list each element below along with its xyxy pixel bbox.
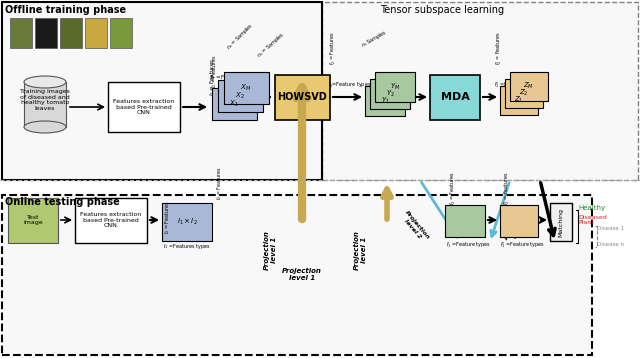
Text: $I_1''$ =Feature types: $I_1''$ =Feature types	[500, 240, 545, 250]
Text: Diseased
Plant: Diseased Plant	[578, 214, 607, 226]
Text: $n_s$ = Samples: $n_s$ = Samples	[225, 21, 256, 52]
FancyBboxPatch shape	[430, 75, 480, 120]
FancyBboxPatch shape	[75, 198, 147, 243]
Text: Training images
of diseased and
healthy tomato
leaves: Training images of diseased and healthy …	[20, 89, 70, 111]
Text: $I_1$ =Features  types: $I_1$ =Features types	[210, 73, 265, 82]
Text: $I_1'$ =Feature types: $I_1'$ =Feature types	[446, 240, 491, 250]
Text: Matching: Matching	[559, 208, 563, 237]
Text: Offline training phase: Offline training phase	[5, 5, 126, 15]
Text: $I_2'$ = Features: $I_2'$ = Features	[448, 171, 458, 205]
Text: Test
image: Test image	[23, 214, 43, 226]
Text: Projection
level 1: Projection level 1	[264, 230, 276, 270]
Text: $X_1$: $X_1$	[229, 99, 239, 109]
Text: Disease n: Disease n	[597, 242, 624, 247]
FancyBboxPatch shape	[85, 18, 107, 48]
FancyBboxPatch shape	[224, 72, 269, 104]
Text: Online testing phase: Online testing phase	[5, 197, 120, 207]
Text: $Y_2$: $Y_2$	[385, 89, 394, 99]
FancyBboxPatch shape	[370, 79, 410, 109]
Text: $I_1'$=Feature types: $I_1'$=Feature types	[328, 80, 371, 90]
FancyBboxPatch shape	[8, 198, 58, 243]
FancyBboxPatch shape	[510, 72, 548, 101]
Text: $Z_1$: $Z_1$	[514, 95, 524, 105]
FancyBboxPatch shape	[500, 205, 538, 237]
FancyBboxPatch shape	[108, 82, 180, 132]
Text: HOWSVD: HOWSVD	[277, 92, 327, 102]
Text: $I_2'$ = Features: $I_2'$ = Features	[328, 31, 338, 65]
FancyBboxPatch shape	[445, 205, 485, 237]
FancyBboxPatch shape	[375, 72, 415, 102]
FancyBboxPatch shape	[10, 18, 32, 48]
Text: Projection
level 2: Projection level 2	[504, 210, 536, 244]
FancyBboxPatch shape	[2, 195, 592, 355]
FancyBboxPatch shape	[162, 203, 212, 241]
Text: Features extraction
based Pre-trained
CNN: Features extraction based Pre-trained CN…	[113, 99, 175, 115]
FancyBboxPatch shape	[2, 2, 322, 180]
Text: $n_s$ Samples: $n_s$ Samples	[360, 28, 390, 50]
Ellipse shape	[24, 121, 66, 133]
Text: Projection
level 1: Projection level 1	[282, 268, 322, 281]
FancyBboxPatch shape	[218, 80, 263, 112]
FancyBboxPatch shape	[275, 75, 330, 120]
FancyBboxPatch shape	[35, 18, 57, 48]
Text: $Z_2$: $Z_2$	[519, 88, 529, 98]
Text: $I_2''$ = Features: $I_2''$ = Features	[494, 31, 504, 65]
Text: Projection
level 2: Projection level 2	[399, 210, 431, 244]
FancyBboxPatch shape	[500, 86, 538, 115]
Text: Healthy: Healthy	[578, 205, 605, 211]
FancyBboxPatch shape	[212, 88, 257, 120]
FancyBboxPatch shape	[24, 82, 66, 127]
Text: Disease 1: Disease 1	[597, 226, 624, 231]
FancyBboxPatch shape	[365, 86, 405, 116]
Text: $I_2$ = Features: $I_2$ = Features	[163, 200, 172, 234]
Text: $I_1''$ =Feature types: $I_1''$ =Feature types	[494, 80, 539, 90]
Text: Projection
level 1: Projection level 1	[353, 230, 367, 270]
Ellipse shape	[24, 76, 66, 88]
Text: $I_2''$ = Features: $I_2''$ = Features	[502, 171, 512, 205]
Text: $Y_M$: $Y_M$	[390, 82, 400, 92]
FancyBboxPatch shape	[550, 203, 572, 241]
Text: Tensor subspace learning: Tensor subspace learning	[380, 5, 504, 15]
Text: $X_2$: $X_2$	[235, 91, 245, 101]
Text: $n_s$ = Samples: $n_s$ = Samples	[255, 30, 287, 60]
FancyBboxPatch shape	[110, 18, 132, 48]
Text: $I_2$ = Features: $I_2$ = Features	[208, 58, 217, 96]
FancyBboxPatch shape	[60, 18, 82, 48]
Text: $I_1$ =Features types: $I_1$ =Features types	[163, 242, 211, 251]
Text: MDA: MDA	[440, 92, 469, 102]
Text: $X_M$: $X_M$	[241, 83, 252, 93]
Text: $I_2$ = Features: $I_2$ = Features	[210, 54, 219, 88]
Text: $Z_M$: $Z_M$	[524, 81, 534, 91]
FancyBboxPatch shape	[505, 79, 543, 108]
Text: Features extraction
based Pre-trained
CNN: Features extraction based Pre-trained CN…	[81, 212, 141, 228]
FancyBboxPatch shape	[322, 2, 638, 180]
Text: $I_2$ = Features: $I_2$ = Features	[215, 166, 224, 200]
Text: $Y_1$: $Y_1$	[381, 96, 390, 106]
Text: $I_1 \times I_2$: $I_1 \times I_2$	[177, 217, 197, 227]
